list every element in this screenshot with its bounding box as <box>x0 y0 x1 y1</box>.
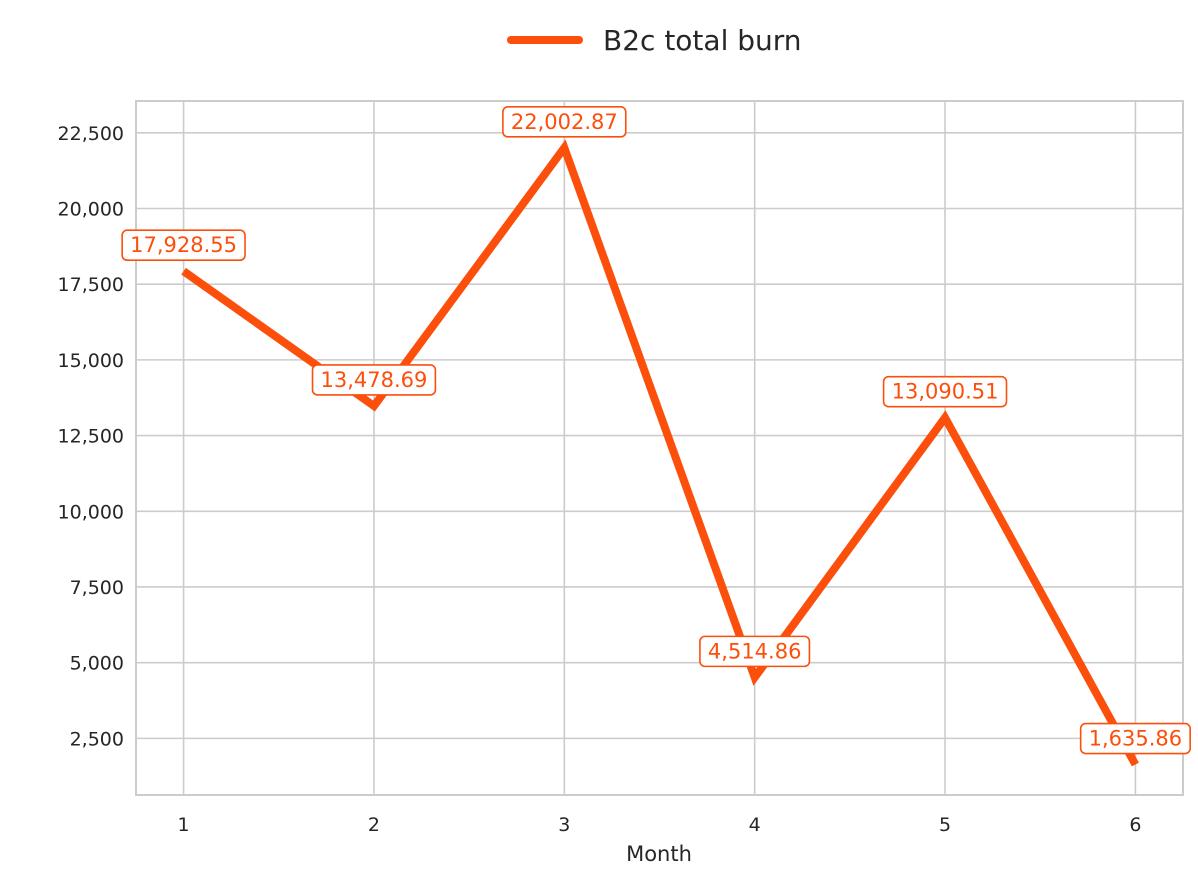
x-axis-ticks: 1 2 3 4 5 6 <box>178 814 1142 836</box>
y-axis-ticks: 2,500 5,000 7,500 10,000 12,500 15,000 17,500 2… <box>58 123 124 751</box>
legend: B2c total burn <box>511 24 802 57</box>
y-tick-label: 5,000 <box>70 653 124 675</box>
data-labels: 17,928.55 13,478.69 22,002.87 4,514.86 13,09… <box>122 107 1190 754</box>
y-tick-label: 15,000 <box>58 350 124 372</box>
x-tick-label: 5 <box>939 814 951 836</box>
data-label: 17,928.55 <box>122 230 245 260</box>
series-line <box>184 148 1136 765</box>
data-label-text: 13,090.51 <box>892 380 999 404</box>
y-tick-label: 7,500 <box>70 577 124 599</box>
data-label: 13,478.69 <box>313 365 436 395</box>
data-label: 4,514.86 <box>700 636 810 666</box>
data-label-text: 22,002.87 <box>511 110 618 134</box>
data-label-text: 13,478.69 <box>321 368 428 392</box>
data-label: 1,635.86 <box>1081 724 1191 754</box>
y-tick-label: 12,500 <box>58 426 124 448</box>
data-label: 13,090.51 <box>884 377 1007 407</box>
y-tick-label: 2,500 <box>70 728 124 750</box>
data-label: 22,002.87 <box>503 107 626 137</box>
x-tick-label: 1 <box>178 814 190 836</box>
y-tick-label: 10,000 <box>58 501 124 523</box>
data-label-text: 17,928.55 <box>130 233 237 257</box>
x-axis-label: Month <box>626 842 692 866</box>
plot-border <box>136 101 1183 795</box>
data-label-text: 1,635.86 <box>1089 727 1183 751</box>
x-tick-label: 6 <box>1129 814 1141 836</box>
series-layer <box>183 148 1135 765</box>
data-label-text: 4,514.86 <box>708 639 802 663</box>
y-tick-label: 17,500 <box>58 274 124 296</box>
plot-frame <box>136 101 1183 795</box>
y-tick-label: 22,500 <box>58 123 124 145</box>
x-tick-label: 2 <box>368 814 380 836</box>
y-tick-label: 20,000 <box>58 198 124 220</box>
legend-label: B2c total burn <box>603 24 802 57</box>
x-tick-label: 3 <box>558 814 570 836</box>
grid <box>136 101 1183 795</box>
x-tick-label: 4 <box>749 814 761 836</box>
